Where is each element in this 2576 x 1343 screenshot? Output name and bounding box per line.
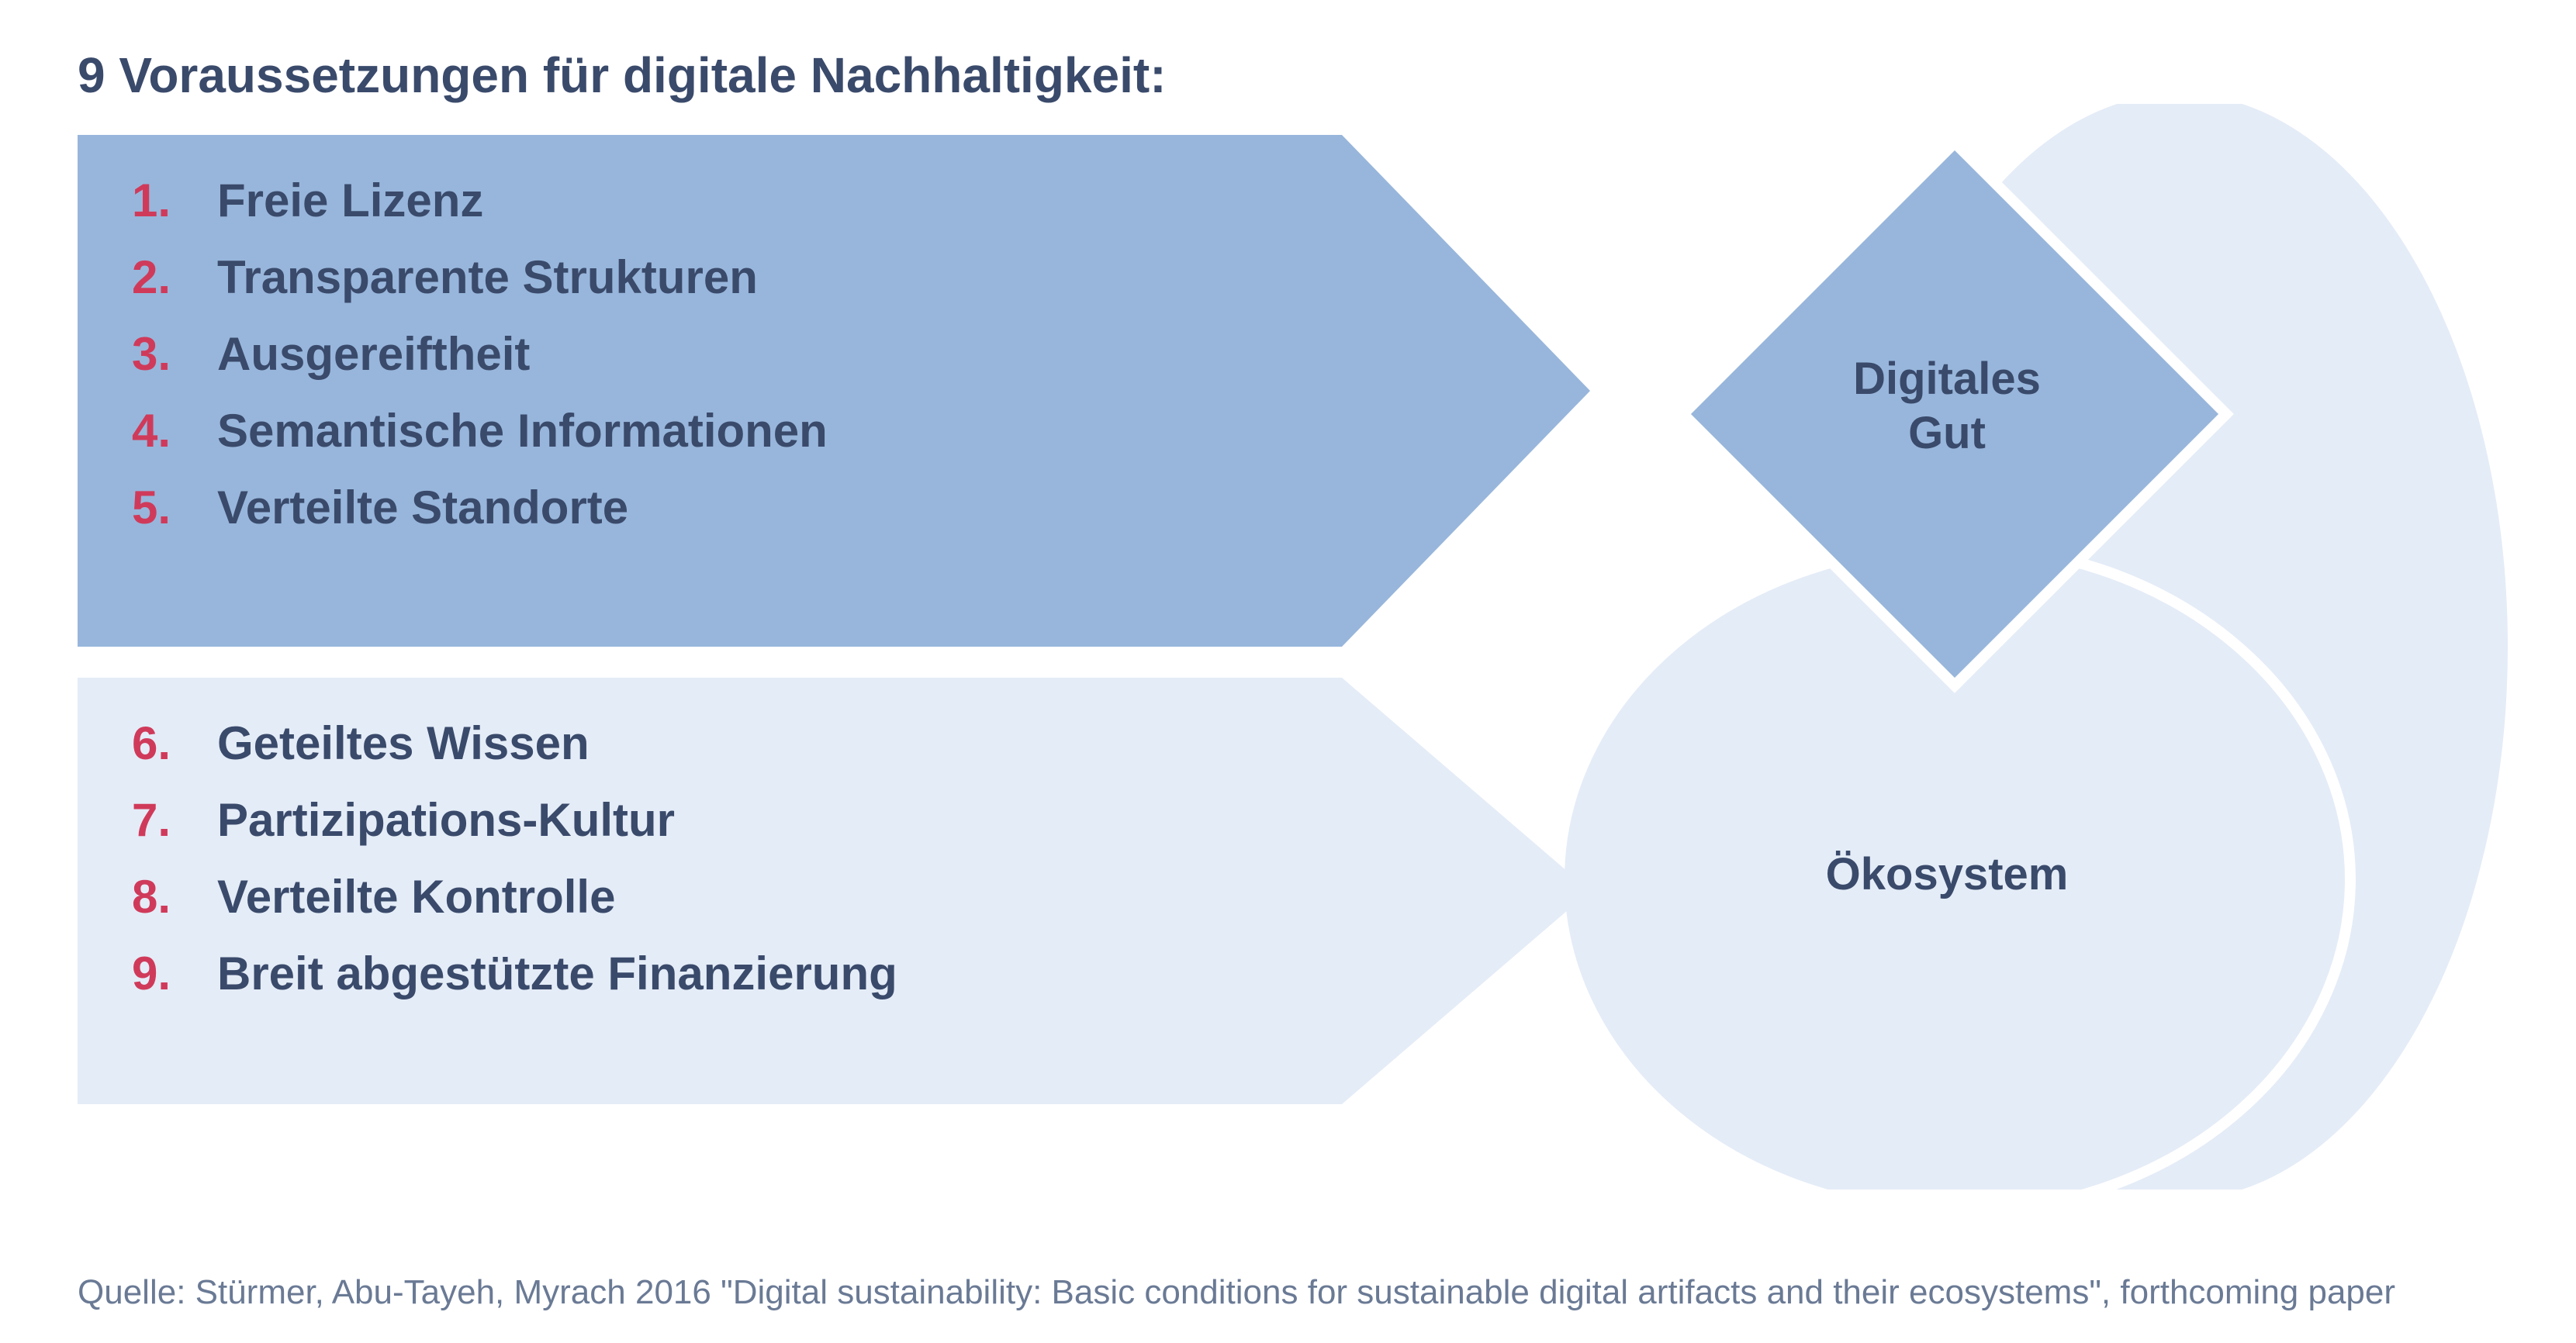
diamond-label-line1: Digitales	[1853, 354, 2041, 404]
item-label: Ausgereiftheit	[217, 327, 530, 381]
item-label: Partizipations-Kultur	[217, 793, 675, 847]
ellipse-label: Ökosystem	[1807, 848, 2087, 900]
item-label: Semantische Informationen	[217, 404, 828, 457]
list-item: 6.Geteiltes Wissen	[132, 716, 1536, 770]
item-label: Geteiltes Wissen	[217, 716, 590, 770]
bottom-arrow-content: 6.Geteiltes Wissen7.Partizipations-Kultu…	[132, 716, 1536, 1000]
item-number: 5.	[132, 481, 217, 534]
item-label: Freie Lizenz	[217, 174, 483, 227]
item-number: 1.	[132, 174, 217, 227]
list-item: 9.Breit abgestützte Finanzierung	[132, 947, 1536, 1000]
right-shapes-svg	[1544, 104, 2513, 1189]
list-item: 5.Verteilte Standorte	[132, 481, 1536, 534]
item-number: 9.	[132, 947, 217, 1000]
diagram-area: 1.Freie Lizenz2.Transparente Strukturen3…	[31, 135, 2545, 1205]
item-number: 8.	[132, 870, 217, 924]
list-item: 4.Semantische Informationen	[132, 404, 1536, 457]
list-item: 8.Verteilte Kontrolle	[132, 870, 1536, 924]
diamond-label: Digitales Gut	[1807, 352, 2087, 460]
list-item: 3.Ausgereiftheit	[132, 327, 1536, 381]
top-arrow-content: 1.Freie Lizenz2.Transparente Strukturen3…	[132, 174, 1536, 534]
item-label: Transparente Strukturen	[217, 250, 758, 304]
item-label: Verteilte Standorte	[217, 481, 628, 534]
item-label: Verteilte Kontrolle	[217, 870, 615, 924]
item-number: 4.	[132, 404, 217, 457]
bottom-arrow-box: 6.Geteiltes Wissen7.Partizipations-Kultu…	[78, 678, 1590, 1104]
item-number: 6.	[132, 716, 217, 770]
item-number: 3.	[132, 327, 217, 381]
list-item: 7.Partizipations-Kultur	[132, 793, 1536, 847]
list-item: 2.Transparente Strukturen	[132, 250, 1536, 304]
source-citation: Quelle: Stürmer, Abu-Tayeh, Myrach 2016 …	[78, 1273, 2395, 1312]
item-number: 7.	[132, 793, 217, 847]
diamond-label-line2: Gut	[1908, 408, 1986, 458]
item-label: Breit abgestützte Finanzierung	[217, 947, 897, 1000]
top-arrow-box: 1.Freie Lizenz2.Transparente Strukturen3…	[78, 135, 1590, 647]
item-number: 2.	[132, 250, 217, 304]
list-item: 1.Freie Lizenz	[132, 174, 1536, 227]
diagram-container: 9 Voraussetzungen für digitale Nachhalti…	[31, 31, 2545, 1312]
